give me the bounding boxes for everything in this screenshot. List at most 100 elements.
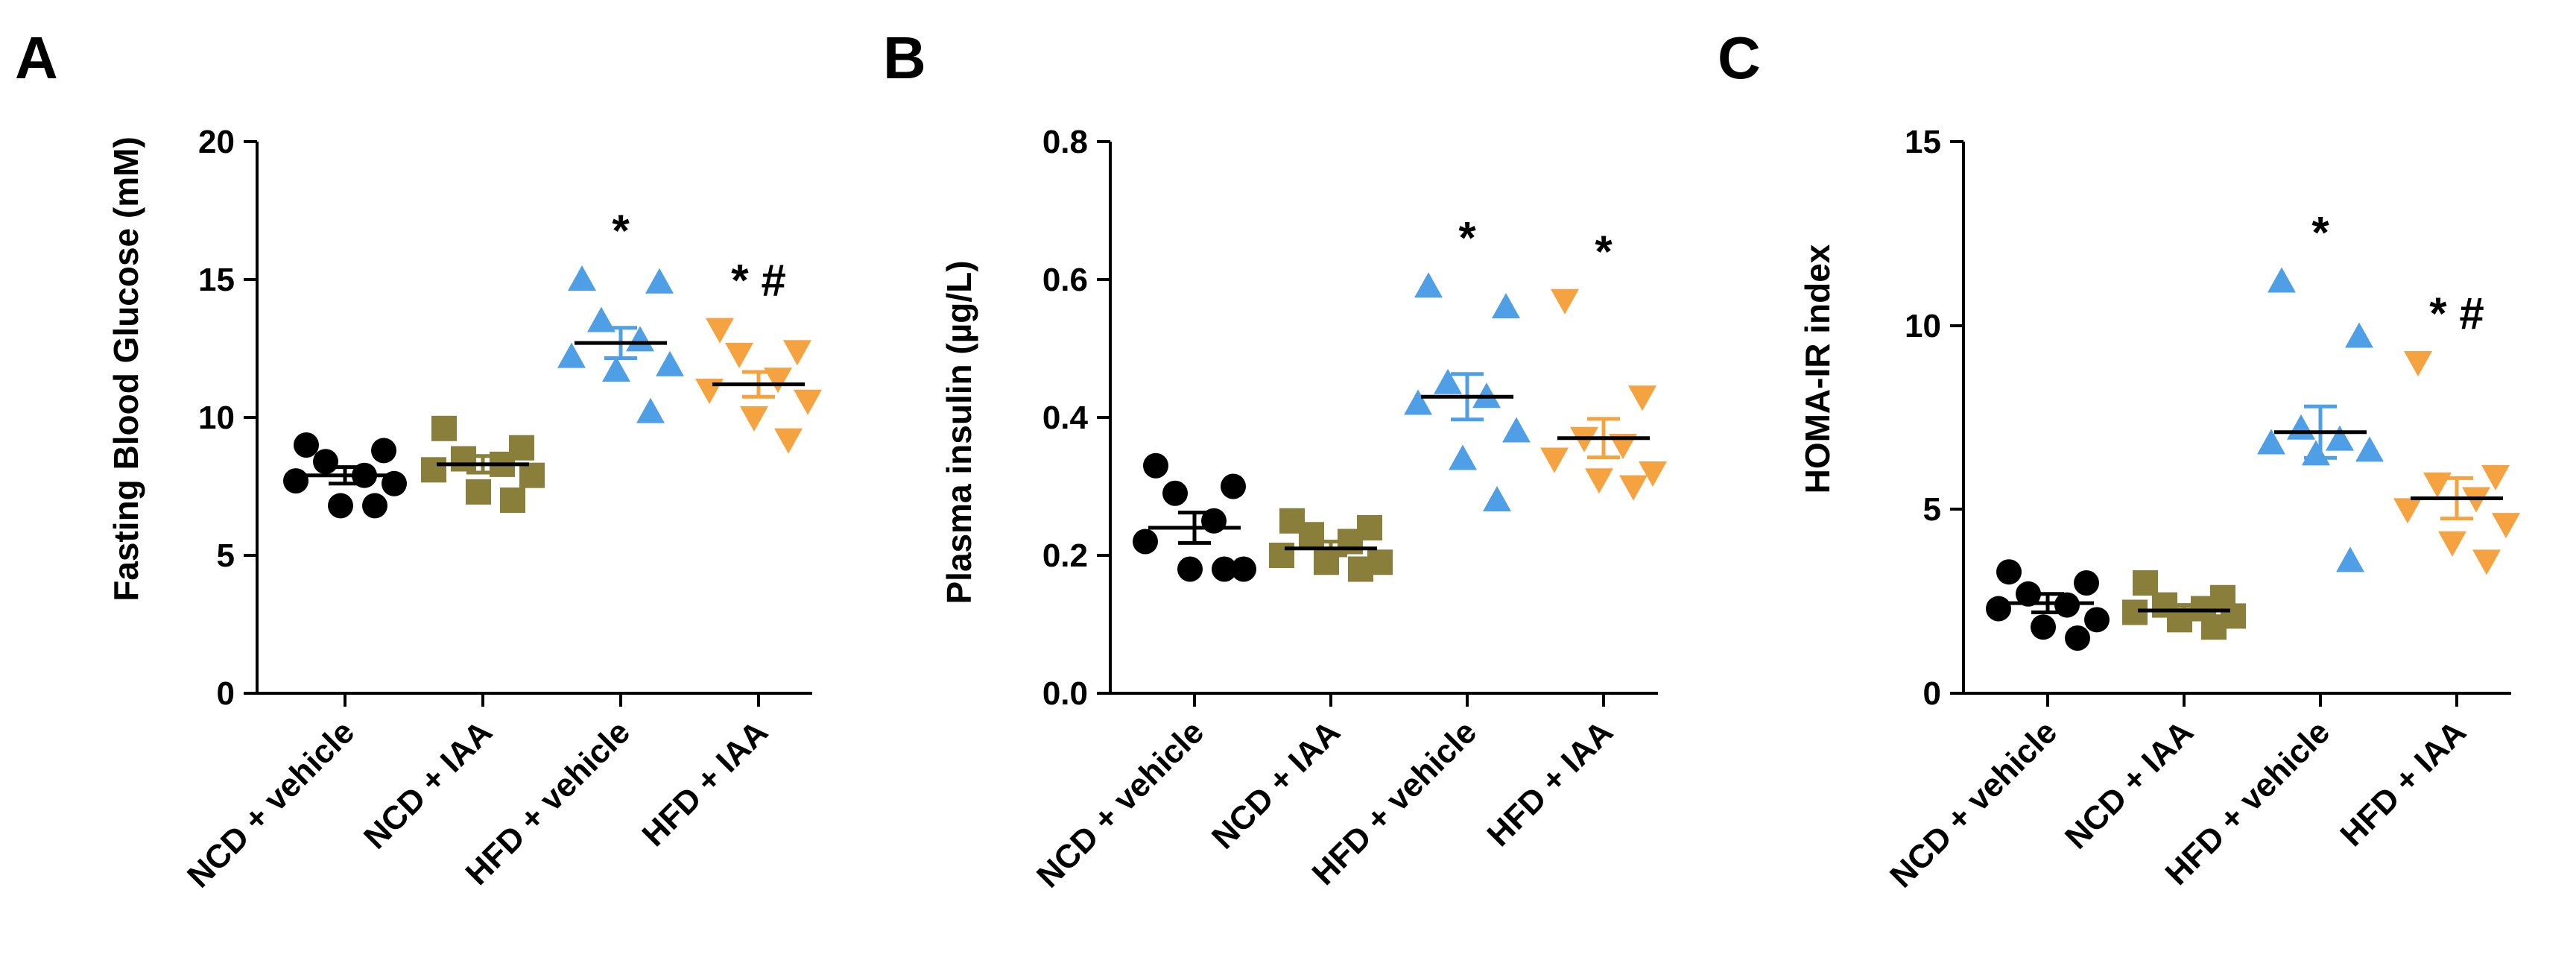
data-point bbox=[2074, 570, 2099, 596]
data-point bbox=[557, 342, 586, 368]
data-point bbox=[1404, 389, 1432, 415]
y-tick-label: 15 bbox=[198, 262, 235, 298]
y-tick-label: 10 bbox=[198, 400, 235, 436]
data-point bbox=[1299, 522, 1324, 548]
data-point bbox=[602, 356, 630, 382]
data-point bbox=[636, 397, 665, 423]
data-point bbox=[2345, 322, 2373, 348]
panel-a-y-ticks: 0 5 10 15 20 bbox=[198, 124, 257, 712]
data-point bbox=[2336, 546, 2364, 572]
data-point bbox=[1143, 452, 1168, 479]
data-point bbox=[2287, 414, 2315, 440]
data-point bbox=[382, 470, 407, 496]
y-tick-label: 0.2 bbox=[1042, 537, 1088, 574]
data-point bbox=[1483, 486, 1511, 511]
panel-c-y-axis-title: HOMA-IR index bbox=[1798, 244, 1837, 493]
data-point bbox=[328, 493, 353, 519]
x-category-label: NCD + vehicle bbox=[180, 713, 361, 895]
x-category-label: NCD + IAA bbox=[2058, 713, 2200, 856]
significance-label: * bbox=[1458, 212, 1476, 262]
data-point bbox=[2404, 351, 2432, 376]
data-point bbox=[1231, 556, 1256, 582]
data-point bbox=[1314, 549, 1339, 575]
data-point bbox=[2133, 570, 2158, 596]
panel-letter-a: A bbox=[15, 25, 58, 91]
data-point bbox=[362, 493, 387, 519]
data-point bbox=[1133, 529, 1158, 555]
data-point bbox=[1221, 473, 1246, 499]
data-point bbox=[313, 449, 338, 475]
data-point bbox=[1609, 434, 1637, 459]
data-point bbox=[587, 306, 615, 332]
data-point bbox=[568, 265, 596, 291]
x-category-label: HFD + IAA bbox=[2333, 713, 2473, 854]
data-point bbox=[1502, 417, 1531, 443]
data-point bbox=[2268, 267, 2296, 293]
data-point bbox=[1162, 480, 1188, 506]
data-point bbox=[2065, 625, 2090, 651]
data-point bbox=[1996, 559, 2022, 585]
x-category-label: HFD + IAA bbox=[1480, 713, 1620, 854]
data-point bbox=[2355, 436, 2384, 462]
panel-c-plot-area: * * # bbox=[1986, 207, 2520, 651]
data-point bbox=[1492, 293, 1520, 318]
data-point bbox=[283, 468, 308, 494]
data-point bbox=[1269, 543, 1294, 568]
data-point bbox=[2393, 498, 2422, 524]
data-point bbox=[1628, 385, 1656, 411]
y-tick-label: 0 bbox=[1923, 675, 1941, 712]
panel-b: B Plasma insulin (µg/L) 0.0 0.2 0.4 0.6 … bbox=[883, 25, 1667, 895]
panel-a: A Fasting Blood Glucose (mM) 0 5 10 15 2… bbox=[15, 25, 822, 895]
data-point bbox=[519, 462, 545, 488]
data-point bbox=[1449, 444, 1477, 470]
panel-a-y-axis-title: Fasting Blood Glucose (mM) bbox=[107, 136, 145, 602]
data-point bbox=[2201, 614, 2227, 640]
panel-b-plot-area: * * bbox=[1133, 212, 1667, 582]
x-category-label: NCD + vehicle bbox=[1030, 713, 1211, 895]
data-point bbox=[1540, 447, 1569, 473]
y-tick-label: 5 bbox=[1923, 491, 1941, 528]
data-point bbox=[371, 438, 396, 464]
y-tick-label: 0.0 bbox=[1042, 675, 1088, 712]
data-point bbox=[1551, 288, 1579, 315]
data-point bbox=[1585, 468, 1613, 494]
data-point bbox=[2438, 531, 2466, 557]
y-tick-label: 0 bbox=[217, 675, 235, 712]
data-point bbox=[421, 457, 446, 483]
data-point bbox=[2016, 581, 2041, 607]
panel-a-plot-area: * * # bbox=[283, 206, 822, 519]
panel-b-y-ticks: 0.0 0.2 0.4 0.6 0.8 bbox=[1042, 124, 1110, 712]
panel-letter-b: B bbox=[883, 25, 926, 91]
significance-label: * bbox=[2311, 207, 2329, 257]
panel-letter-c: C bbox=[1718, 25, 1761, 91]
data-point bbox=[1212, 556, 1237, 582]
data-point bbox=[774, 428, 803, 454]
data-point bbox=[656, 350, 684, 376]
significance-label: * bbox=[612, 206, 630, 256]
data-point bbox=[466, 479, 491, 505]
data-point bbox=[645, 268, 674, 294]
significance-label: * bbox=[1595, 227, 1613, 277]
data-point bbox=[2481, 464, 2510, 490]
x-category-label: NCD + vehicle bbox=[1883, 713, 2064, 895]
data-point bbox=[740, 406, 768, 432]
y-tick-label: 5 bbox=[217, 537, 235, 574]
x-category-label: NCD + IAA bbox=[1205, 713, 1347, 856]
panel-b-x-ticks: NCD + vehicle NCD + IAA HFD + vehicle HF… bbox=[1030, 693, 1620, 895]
data-point bbox=[2492, 513, 2520, 539]
data-point bbox=[2326, 425, 2354, 451]
data-point bbox=[1177, 556, 1203, 582]
data-point bbox=[783, 340, 811, 366]
data-point bbox=[626, 326, 654, 352]
data-point bbox=[431, 415, 457, 441]
data-point bbox=[1434, 368, 1462, 394]
data-point bbox=[1639, 461, 1667, 487]
data-point bbox=[764, 367, 792, 394]
data-point bbox=[500, 488, 525, 513]
x-category-label: HFD + IAA bbox=[635, 713, 775, 854]
data-point bbox=[2472, 549, 2501, 575]
y-tick-label: 0.8 bbox=[1042, 124, 1088, 160]
data-point bbox=[2302, 440, 2330, 466]
data-point bbox=[1414, 272, 1443, 298]
